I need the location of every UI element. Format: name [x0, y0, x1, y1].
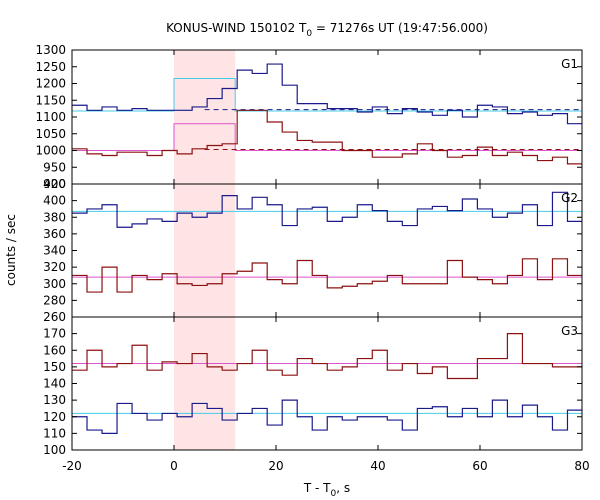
- y-tick-label: 260: [43, 310, 66, 324]
- series-line-g3-1: [72, 399, 582, 434]
- y-tick-label: 400: [43, 194, 66, 208]
- x-tick-label: 20: [268, 459, 283, 473]
- y-tick-label: 340: [43, 244, 66, 258]
- series-line-g3-0: [72, 333, 582, 380]
- y-tick-label: 1000: [35, 144, 66, 158]
- x-tick-label: 80: [574, 459, 589, 473]
- y-tick-label: 110: [43, 426, 66, 440]
- y-tick-label: 900: [43, 177, 66, 191]
- y-tick-label: 1150: [35, 93, 66, 107]
- y-tick-label: 380: [43, 210, 66, 224]
- panel-plot-g2: [72, 191, 582, 293]
- x-tick-label: 40: [370, 459, 385, 473]
- series-line-g1-1: [72, 109, 582, 165]
- y-tick-label: 950: [43, 160, 66, 174]
- y-tick-label: 300: [43, 277, 66, 291]
- fit-line-g1-0: [72, 77, 582, 112]
- y-tick-label: 280: [43, 293, 66, 307]
- y-tick-label: 170: [43, 327, 66, 341]
- y-tick-label: 360: [43, 227, 66, 241]
- y-tick-label: 100: [43, 443, 66, 457]
- y-tick-label: 420: [43, 177, 66, 191]
- y-tick-label: 140: [43, 377, 66, 391]
- x-axis-label-rest: , s: [336, 481, 350, 495]
- chart-title-main: KONUS-WIND 150102 T: [166, 21, 307, 35]
- y-tick-label: 150: [43, 360, 66, 374]
- panel-plot-g1: [72, 63, 582, 165]
- x-axis-label-subscript: 0: [331, 489, 337, 499]
- panel-label-g3: G3: [561, 324, 578, 338]
- x-axis-label-main: T - T: [303, 481, 331, 495]
- y-tick-label: 1200: [35, 77, 66, 91]
- y-axis-label: counts / sec: [4, 214, 18, 286]
- panel-label-g1: G1: [561, 57, 578, 71]
- panel-g1: 900 950 1000 1050 1100 1150 1200 1250 1300 G1: [35, 43, 583, 191]
- highlight-interval: [174, 50, 236, 450]
- y-tick-label: 1250: [35, 60, 66, 74]
- panel-g2: 260 280 300 320 340 360 380 400 420 G2: [43, 177, 583, 324]
- panel-label-g2: G2: [561, 191, 578, 205]
- panel-g3: 100 110 120 130 140 150 160 170 G3: [43, 316, 583, 457]
- x-axis-label: T - T0, s: [303, 481, 350, 499]
- panel-frame-g1: [71, 49, 583, 185]
- y-tick-label: 1050: [35, 127, 66, 141]
- fit-line-g1-1: [72, 123, 582, 151]
- x-tick-label: 60: [472, 459, 487, 473]
- plot-area: 9009501000105011001150120012501300G12602…: [35, 43, 589, 473]
- y-tick-label: 120: [43, 410, 66, 424]
- series-line-g1-0: [72, 63, 582, 125]
- panel-plot-g3: [72, 333, 582, 434]
- y-tick-label: 1100: [35, 110, 66, 124]
- series-line-g2-1: [72, 258, 582, 293]
- y-tick-label: 320: [43, 260, 66, 274]
- y-tick-label: 160: [43, 343, 66, 357]
- chart-title: KONUS-WIND 150102 T0 = 71276s UT (19:47:…: [166, 21, 488, 39]
- y-tick-label: 130: [43, 393, 66, 407]
- chart-title-subscript: 0: [306, 29, 312, 39]
- x-tick-label: -20: [62, 459, 82, 473]
- y-tick-label: 1300: [35, 43, 66, 57]
- x-tick-label: 0: [170, 459, 178, 473]
- panel-frame-g2: [71, 183, 583, 318]
- series-line-g2-0: [72, 191, 582, 228]
- chart-title-rest: = 71276s UT (19:47:56.000): [312, 21, 488, 35]
